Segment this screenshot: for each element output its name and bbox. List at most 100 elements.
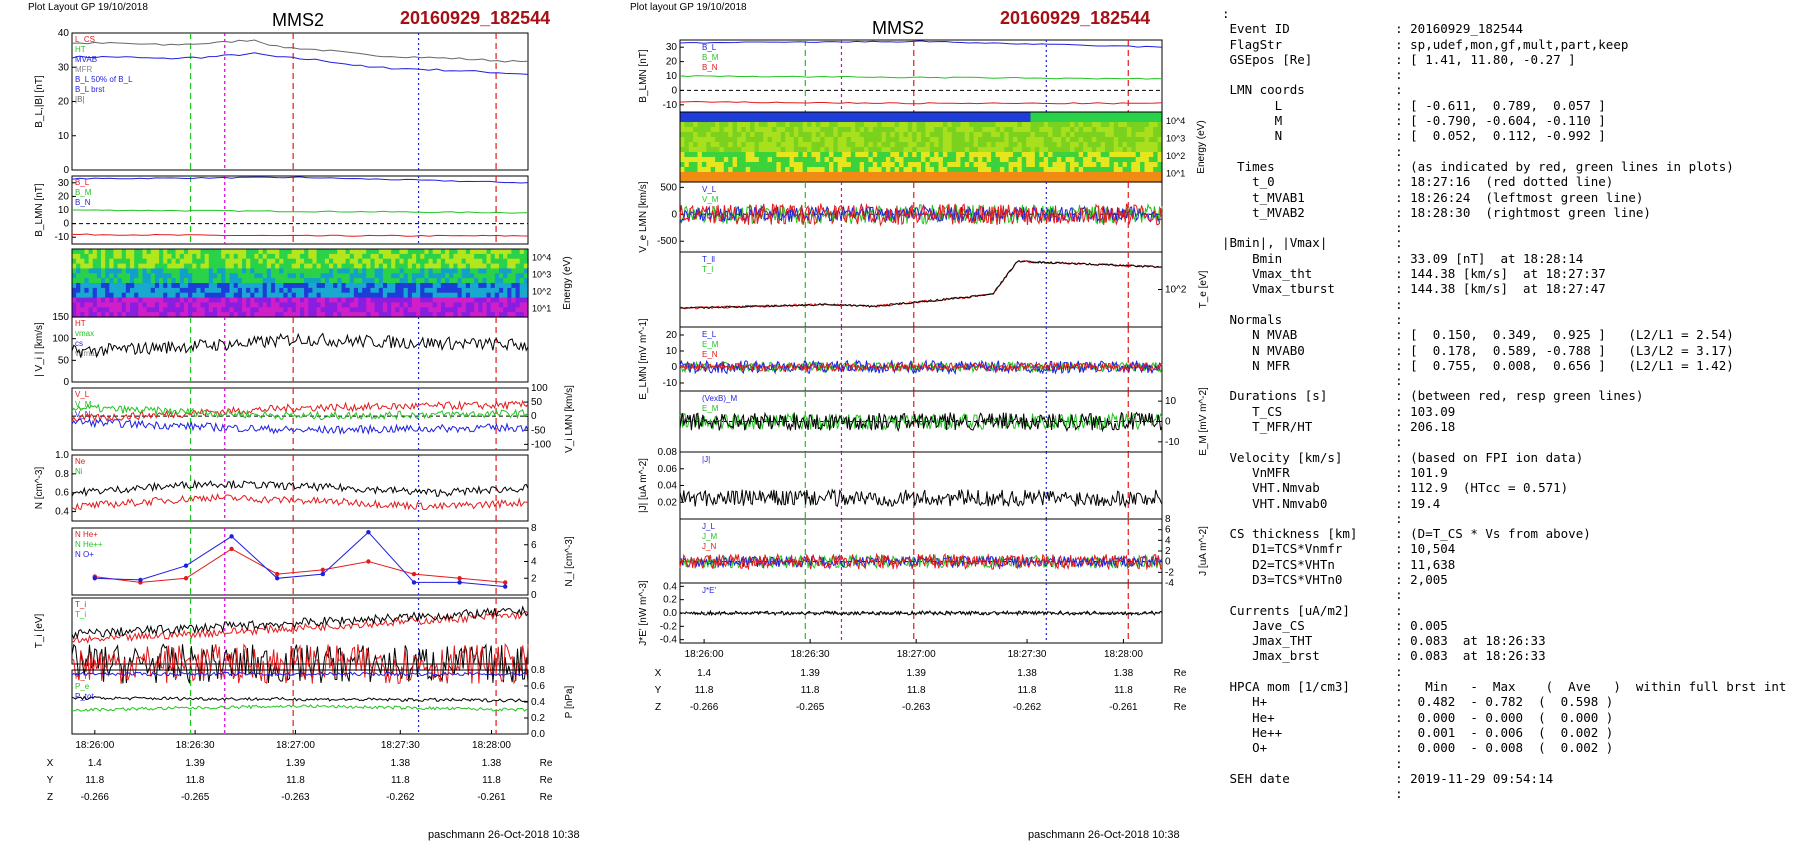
spectrogram-cell	[337, 307, 342, 313]
spectrogram-cell	[188, 297, 193, 304]
spectrogram-cell	[271, 287, 276, 294]
spectrogram-cell	[1083, 132, 1089, 138]
spectrogram-cell	[925, 167, 931, 173]
spectrogram-cell	[188, 307, 193, 313]
spectrogram-cell	[175, 263, 181, 270]
spectrogram-cell	[420, 278, 425, 284]
spectrogram-cell	[449, 263, 454, 270]
spectrogram-cell	[250, 292, 255, 299]
spectrogram-cell	[1065, 132, 1071, 138]
spectrogram-cell	[349, 283, 355, 289]
spectrogram-cell	[358, 307, 363, 313]
spectrogram-cell	[440, 273, 446, 279]
spectrogram-cell	[329, 278, 334, 284]
spectrogram-cell	[846, 157, 852, 163]
spectrogram-cell	[465, 253, 471, 260]
spectrogram-cell	[490, 263, 496, 270]
spectrogram-cell	[942, 112, 948, 118]
spectrogram-cell	[192, 287, 197, 294]
spectrogram-cell	[399, 307, 405, 313]
spectrogram-cell	[846, 167, 852, 173]
spectrogram-cell	[345, 253, 351, 260]
spectrogram-cell	[329, 292, 334, 299]
spectrogram-cell	[374, 253, 380, 260]
ephem-row-label: X	[47, 758, 54, 769]
spectrogram-cell	[772, 117, 777, 123]
spectrogram-cell	[461, 307, 467, 313]
spectrogram-cell	[903, 147, 909, 153]
spectrogram-cell	[494, 292, 500, 299]
spectrogram-cell	[1048, 162, 1054, 168]
spectrogram-cell	[229, 302, 235, 308]
spectrogram-cell	[925, 137, 931, 143]
spectrogram-cell	[1083, 122, 1089, 128]
spectrogram-cell	[519, 292, 525, 299]
spectrogram-cell	[960, 157, 966, 163]
spectrogram-cell	[1017, 157, 1023, 163]
spectrogram-cell	[745, 172, 751, 178]
spectrogram-cell	[916, 127, 922, 133]
spectrogram-cell	[362, 283, 367, 289]
summary-line: D2=TCS*VHTn : 11,638	[1222, 556, 1456, 572]
spectrogram-cell	[324, 268, 330, 274]
spectrogram-cell	[424, 249, 430, 255]
y-tick-label: 0	[1165, 557, 1171, 568]
spectrogram-cell	[324, 287, 330, 294]
spectrogram-cell	[973, 142, 979, 148]
spectrogram-cell	[1034, 152, 1040, 158]
spectrogram-cell	[956, 162, 962, 168]
spectrogram-cell	[807, 157, 813, 163]
spectrogram-cell	[934, 132, 940, 138]
left-footer: paschmann 26-Oct-2018 10:38	[428, 829, 580, 841]
spectrogram-cell	[159, 302, 164, 308]
spectrogram-cell	[872, 147, 878, 153]
spectrogram-cell	[833, 142, 839, 148]
spectrogram-cell	[109, 312, 114, 318]
summary-line: :	[1222, 434, 1403, 450]
ephem-value: -0.261	[477, 792, 506, 803]
spectrogram-cell	[163, 268, 168, 274]
spectrogram-cell	[519, 253, 525, 260]
mid-layout-label: Plot layout GP 19/10/2018	[630, 2, 747, 13]
spectrogram-cell	[420, 302, 425, 308]
legend-entry: E_N	[702, 350, 718, 359]
spectrogram-cell	[320, 297, 326, 304]
spectrogram-cell	[142, 249, 148, 255]
spectrogram-cell	[416, 278, 421, 284]
spectrogram-cell	[486, 283, 492, 289]
spectrogram-cell	[403, 258, 409, 265]
spectrogram-cell	[1140, 127, 1146, 133]
spectrogram-cell	[719, 172, 725, 178]
spectrogram-cell	[262, 258, 268, 265]
spectrogram-cell	[978, 142, 983, 148]
spectrogram-cell	[693, 177, 699, 183]
spectrogram-cell	[154, 263, 160, 270]
spectrogram-cell	[105, 253, 110, 260]
spectrogram-cell	[1034, 132, 1040, 138]
spectrogram-cell	[925, 172, 931, 178]
spectrogram-cell	[929, 122, 935, 128]
spectrogram-cell	[1030, 172, 1036, 178]
series-|Vi|	[71, 332, 529, 359]
spectrogram-cell	[829, 132, 834, 138]
spectrogram-cell	[973, 122, 979, 128]
spectrogram-cell	[175, 273, 181, 279]
spectrogram-cell	[798, 137, 804, 143]
spectrogram-cell	[374, 263, 380, 270]
spectrogram-cell	[1043, 152, 1049, 158]
ephem-value: -0.266	[690, 702, 719, 713]
spectrogram-cell	[200, 278, 206, 284]
spectrogram-cell	[991, 162, 997, 168]
spectrogram-cell	[283, 268, 289, 274]
spectrogram-cell	[815, 122, 821, 128]
spectrogram-cell	[1100, 132, 1106, 138]
spectrogram-cell	[171, 273, 177, 279]
spectrogram-cell	[815, 152, 821, 158]
spectrogram-cell	[807, 162, 813, 168]
spectrogram-cell	[391, 312, 396, 318]
y-tick-label: 0	[63, 165, 69, 176]
spectrogram-cell	[1148, 177, 1154, 183]
spectrogram-cell	[956, 132, 962, 138]
spectrogram-cell	[416, 287, 421, 294]
spectrogram-cell	[890, 122, 896, 128]
